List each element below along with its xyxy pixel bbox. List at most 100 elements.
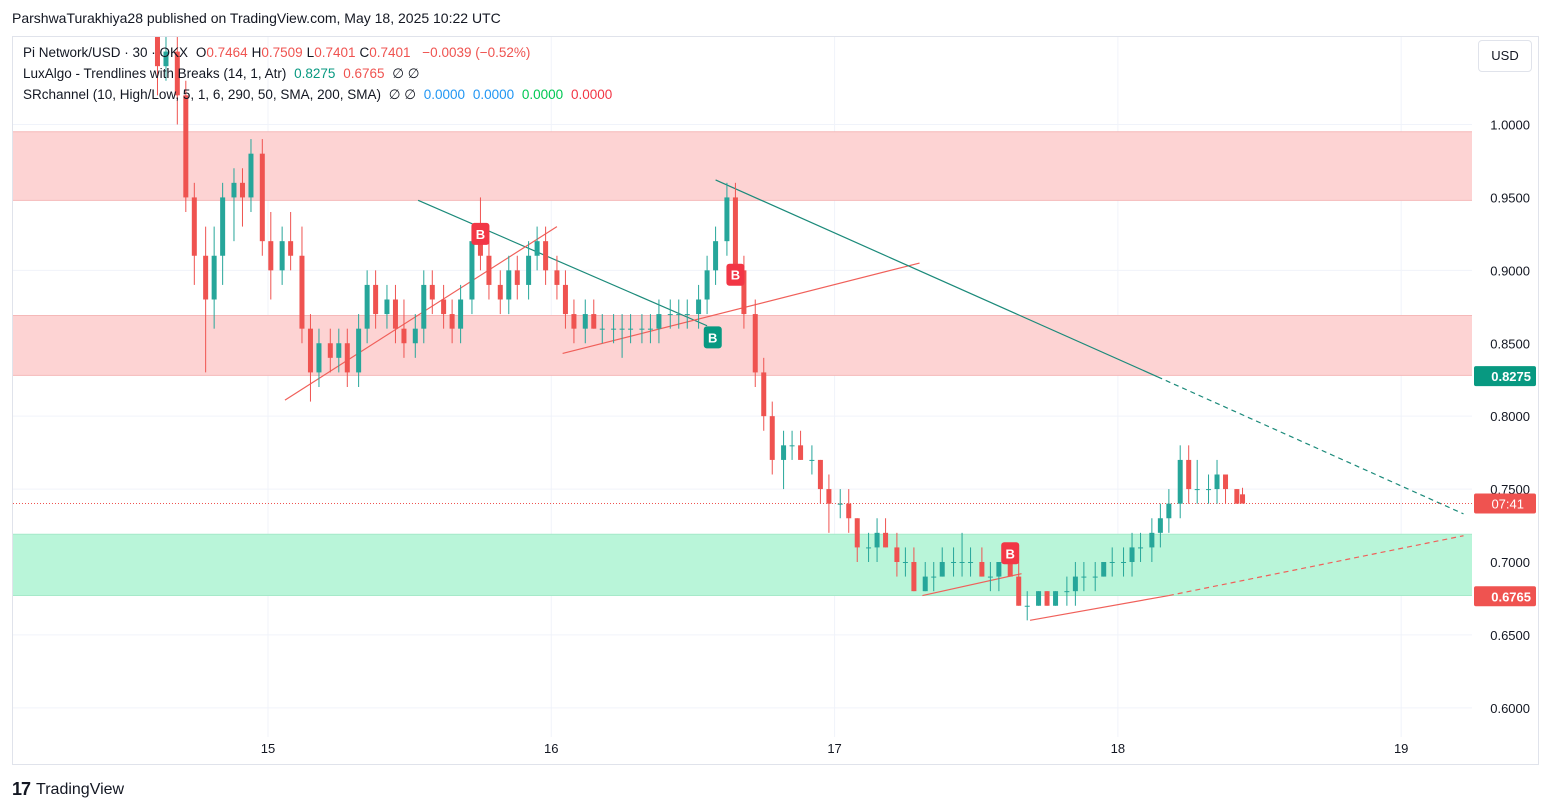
candle xyxy=(769,401,775,475)
candle-body xyxy=(203,255,209,300)
break-label-text: B xyxy=(708,330,717,345)
candle-body xyxy=(571,314,577,329)
ohlc-key: O xyxy=(195,45,207,60)
candle xyxy=(327,328,333,373)
candle-body xyxy=(344,343,350,373)
candle-body xyxy=(922,576,928,592)
ohlc-key: L xyxy=(306,45,315,60)
axes: 0.6000 0.6500 0.7000 0.7500 0.8000 0.8500 0.90… xyxy=(261,118,1536,756)
candle xyxy=(894,532,900,577)
candle-body xyxy=(894,547,900,562)
brand-name: TradingView xyxy=(36,780,125,798)
resistance-zone xyxy=(13,315,1472,376)
break-label-text: B xyxy=(1006,546,1015,561)
candle-body xyxy=(486,255,492,285)
candle xyxy=(279,226,285,285)
candle-body xyxy=(789,445,795,447)
candle-body xyxy=(741,270,747,315)
x-tick-label: 18 xyxy=(1111,741,1125,756)
candle-body xyxy=(769,416,775,460)
candle-body xyxy=(752,314,758,373)
candle xyxy=(1177,445,1183,519)
y-tick-label: 0.7000 xyxy=(1490,555,1530,570)
candle xyxy=(817,459,823,504)
candle xyxy=(384,284,390,329)
ohlc-value: 0.7401 xyxy=(369,45,411,60)
axis-price-tag: 0.6765 xyxy=(1474,586,1536,607)
candle-body xyxy=(543,241,549,271)
candle-body xyxy=(220,197,226,256)
legend-indicator-srchannel[interactable]: SRchannel (10, High/Low, 5, 1, 6, 290, 5… xyxy=(23,87,616,103)
candle xyxy=(458,284,464,344)
candle-body xyxy=(1007,562,1013,577)
candle xyxy=(1214,459,1220,504)
candle-body xyxy=(554,270,560,285)
candle xyxy=(713,226,719,285)
candle-body xyxy=(1121,562,1127,563)
legend-symbol-row[interactable]: Pi Network/USD · 30 · OKX O0.7464 H0.7509… xyxy=(23,45,534,60)
candle xyxy=(911,547,917,592)
candle xyxy=(883,518,889,548)
candle-body xyxy=(392,299,398,329)
candle-body xyxy=(259,153,265,242)
candle-body xyxy=(704,270,710,300)
candle-body xyxy=(667,314,673,316)
candle xyxy=(931,562,937,592)
candle-body xyxy=(163,51,169,67)
currency-button[interactable]: USD xyxy=(1478,40,1532,72)
candle xyxy=(183,80,189,212)
candle-body xyxy=(713,241,719,271)
candle-body xyxy=(902,562,908,563)
candle-body xyxy=(951,562,957,563)
candle xyxy=(543,226,549,285)
candle-body xyxy=(1240,494,1246,504)
indicator-value-upper: 0.8275 xyxy=(294,66,336,81)
candle-body xyxy=(1177,459,1183,504)
candle-body xyxy=(421,284,427,329)
y-tick-label: 0.6500 xyxy=(1490,628,1530,643)
resistance-trendline xyxy=(1157,376,1464,515)
candle xyxy=(1129,532,1135,577)
candle xyxy=(211,226,217,329)
tradingview-logo-icon: 17 xyxy=(12,779,31,799)
candle-body xyxy=(1024,605,1030,607)
candle xyxy=(421,270,427,344)
candle-body xyxy=(611,328,617,330)
candle-body xyxy=(401,328,407,344)
candle-body xyxy=(429,284,435,300)
indicator-value-1: 0.0000 xyxy=(423,87,466,102)
candle xyxy=(1044,591,1050,606)
candle xyxy=(1092,562,1098,592)
candle-body xyxy=(1092,576,1098,578)
candle xyxy=(497,270,503,315)
candle xyxy=(239,168,245,227)
candle xyxy=(968,547,974,577)
tradingview-brand[interactable]: 17 TradingView xyxy=(12,779,124,800)
candle-body xyxy=(582,314,588,329)
candle-body xyxy=(866,547,872,549)
candle xyxy=(1064,576,1070,606)
candle xyxy=(288,212,294,271)
candle xyxy=(761,357,767,431)
candle-body xyxy=(562,284,568,315)
x-tick-label: 16 xyxy=(544,741,558,756)
candle xyxy=(174,37,180,125)
legend-indicator-luxalgo[interactable]: LuxAlgo - Trendlines with Breaks (14, 1,… xyxy=(23,66,424,82)
candle xyxy=(1149,518,1155,562)
candle-body xyxy=(1101,562,1107,577)
candle-body xyxy=(1157,518,1163,533)
axis-price-tag: 0.8275 xyxy=(1474,366,1536,387)
candle xyxy=(846,489,852,533)
candle-body xyxy=(1109,562,1115,563)
candle xyxy=(220,182,226,285)
price-tag-bg xyxy=(1474,366,1536,387)
candle xyxy=(619,314,625,358)
candle xyxy=(248,139,254,212)
candle-body xyxy=(1016,576,1022,606)
candle xyxy=(696,284,702,329)
trendlines xyxy=(13,179,1472,621)
candle xyxy=(1053,591,1059,606)
candle-body xyxy=(211,255,217,300)
ohlc-value: 0.7464 xyxy=(206,45,248,60)
